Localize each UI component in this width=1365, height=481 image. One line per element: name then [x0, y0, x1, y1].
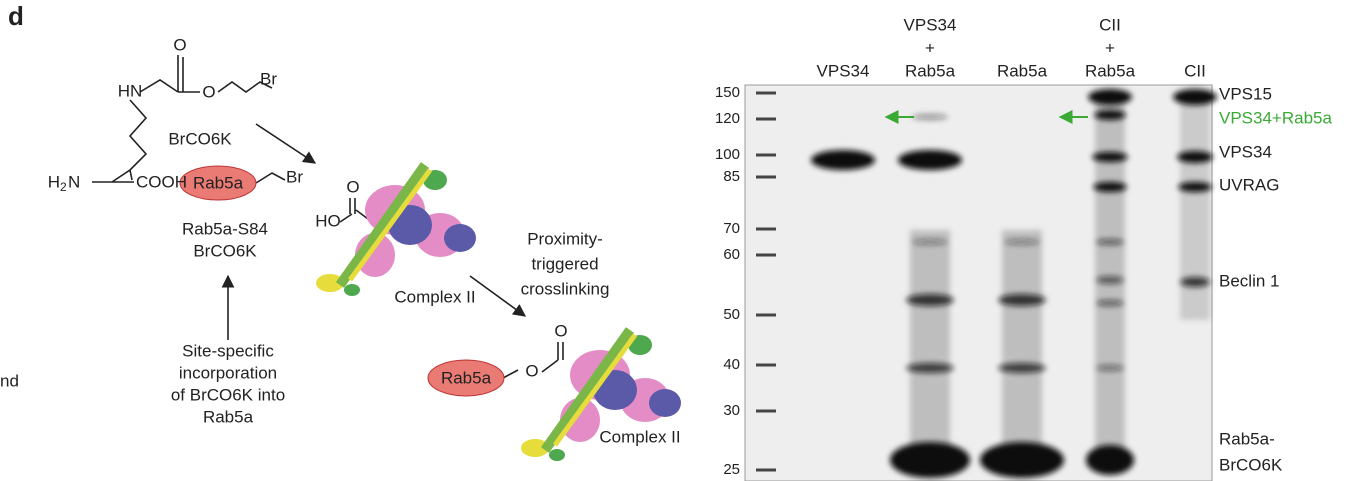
label: crosslinking	[521, 279, 610, 298]
band-label: UVRAG	[1219, 175, 1279, 194]
marker-label: 70	[723, 220, 740, 237]
lane-label: VPS34	[817, 61, 870, 80]
lane-label: VPS34	[904, 15, 957, 34]
label: Site-specific	[182, 341, 274, 360]
band-label: BrCO6K	[1219, 455, 1283, 474]
label: nd	[0, 371, 19, 390]
lane-label: Rab5a	[1085, 61, 1136, 80]
lane-label: Rab5a	[905, 61, 956, 80]
label: BrCO6K	[168, 129, 232, 148]
label: of BrCO6K into	[171, 385, 285, 404]
marker-label: 85	[723, 168, 740, 185]
label: Complex II	[599, 427, 680, 446]
gel	[744, 84, 1213, 481]
gel-bands	[811, 89, 1217, 478]
marker-label: 120	[715, 110, 740, 127]
label: Rab5a	[193, 173, 244, 192]
label: O	[525, 361, 538, 380]
lane-label: CII	[1099, 15, 1121, 34]
band-label: Beclin 1	[1219, 271, 1279, 290]
marker-label: 150	[715, 84, 740, 101]
label: HN	[118, 81, 143, 100]
label: Rab5a	[441, 368, 492, 387]
label: COOH	[136, 172, 187, 191]
band-label: VPS15	[1219, 84, 1272, 103]
label: Proximity-	[527, 229, 603, 248]
lane-label: +	[1105, 38, 1115, 57]
lane-label: CII	[1184, 61, 1206, 80]
marker-label: 60	[723, 246, 740, 263]
marker-label: 100	[715, 146, 740, 163]
label: Br	[286, 167, 303, 186]
complex-cartoon	[316, 162, 476, 296]
label: O	[173, 35, 186, 54]
band-label: VPS34+Rab5a	[1219, 108, 1332, 127]
label: Br	[260, 69, 277, 88]
lane-label: +	[925, 38, 935, 57]
band-label: Rab5a-	[1219, 429, 1275, 448]
panel-label: d	[8, 1, 24, 31]
label: triggered	[531, 254, 598, 273]
label: O	[346, 177, 359, 196]
label: BrCO6K	[193, 241, 257, 260]
complex-cartoon	[521, 327, 681, 461]
label: incorporation	[179, 363, 277, 382]
marker-label: 30	[723, 402, 740, 419]
label: 2	[60, 180, 67, 194]
label: Complex II	[394, 287, 475, 306]
band-label: VPS34	[1219, 142, 1272, 161]
label: H	[48, 172, 60, 191]
label: O	[554, 321, 567, 340]
protein-ellipse	[427, 359, 505, 397]
label: Rab5a	[203, 407, 254, 426]
protein-ellipse	[179, 165, 257, 201]
label: Rab5a-S84	[182, 219, 268, 238]
label: HO	[315, 211, 341, 230]
marker-label: 50	[723, 306, 740, 323]
structure-bonds	[92, 55, 564, 379]
marker-label: 40	[723, 356, 740, 373]
lane-label: Rab5a	[997, 61, 1048, 80]
marker-label: 25	[723, 461, 740, 478]
label: N	[68, 172, 80, 191]
label: O	[202, 82, 215, 101]
